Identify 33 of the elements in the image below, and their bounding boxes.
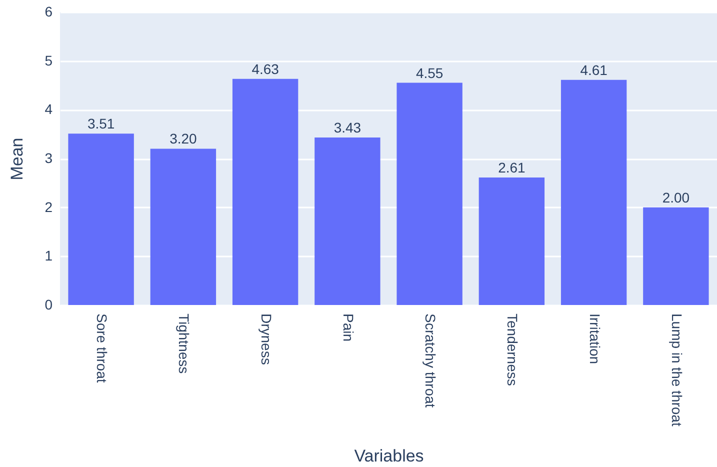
bar xyxy=(396,82,462,305)
bar xyxy=(314,138,380,305)
bar xyxy=(643,207,709,305)
data-label: 3.20 xyxy=(170,130,198,147)
x-axis-title: Variables xyxy=(354,446,424,466)
bar xyxy=(232,78,298,305)
bar xyxy=(560,80,627,305)
y-tick-label: 6 xyxy=(44,4,53,20)
x-tick-label: Tightness xyxy=(176,314,192,374)
bar xyxy=(478,178,545,305)
y-tick-label: 3 xyxy=(44,150,53,166)
data-label: 2.00 xyxy=(662,189,690,206)
y-axis-title: Mean xyxy=(8,138,27,180)
bar xyxy=(150,148,216,305)
x-tick-label: Lump in the throat xyxy=(668,314,685,426)
data-label: 4.55 xyxy=(416,64,444,81)
x-tick-label: Dryness xyxy=(258,314,274,365)
y-tick-label: 5 xyxy=(44,52,53,68)
data-label: 2.61 xyxy=(498,160,526,176)
x-tick-label: Irritation xyxy=(586,314,603,364)
data-label: 4.63 xyxy=(252,60,280,77)
x-tick-label: Pain xyxy=(340,314,356,342)
bar xyxy=(68,134,134,305)
y-tick-label: 4 xyxy=(44,101,53,118)
x-tick-label: Scratchy throat xyxy=(422,314,439,408)
data-label: 3.43 xyxy=(334,120,362,136)
y-tick-label: 0 xyxy=(44,296,53,312)
x-tick-label: Sore throat xyxy=(94,314,110,383)
y-tick-label: 1 xyxy=(44,248,53,264)
data-label: 4.61 xyxy=(580,62,608,78)
x-tick-label: Tenderness xyxy=(504,314,521,386)
data-label: 3.51 xyxy=(87,116,115,132)
y-tick-label: 2 xyxy=(44,198,53,215)
